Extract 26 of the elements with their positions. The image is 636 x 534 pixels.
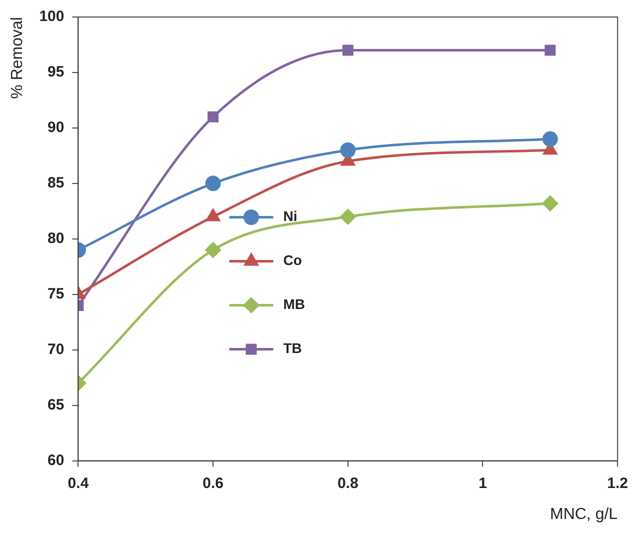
point bbox=[340, 208, 356, 224]
x-tick-label: 0.4 bbox=[68, 474, 90, 492]
y-tick-label: 85 bbox=[48, 174, 64, 192]
y-tick-label: 90 bbox=[48, 119, 64, 136]
point bbox=[542, 196, 558, 212]
y-tick-label: 80 bbox=[48, 230, 64, 248]
x-axis-title: MNC, g/L bbox=[550, 506, 618, 523]
point bbox=[342, 44, 354, 56]
y-tick-label: 60 bbox=[48, 452, 64, 469]
y-tick-label: 75 bbox=[48, 286, 64, 303]
legend-label: MB bbox=[283, 296, 306, 312]
legend-label: Co bbox=[283, 252, 302, 268]
legend-label: Ni bbox=[283, 208, 298, 224]
x-tick-label: 1 bbox=[478, 474, 487, 492]
point bbox=[544, 44, 556, 56]
x-tick-label: 0.8 bbox=[337, 474, 358, 492]
y-tick-label: 95 bbox=[48, 64, 64, 81]
y-axis-title: % Removal bbox=[9, 17, 26, 99]
x-tick-label: 1.2 bbox=[607, 474, 628, 492]
point bbox=[340, 142, 356, 158]
x-tick-label: 0.6 bbox=[202, 474, 224, 492]
y-tick-label: 70 bbox=[48, 340, 64, 358]
point bbox=[542, 131, 558, 147]
legend-label: TB bbox=[283, 340, 302, 356]
y-tick-label: 65 bbox=[48, 396, 64, 414]
y-tick-label: 100 bbox=[39, 8, 64, 26]
